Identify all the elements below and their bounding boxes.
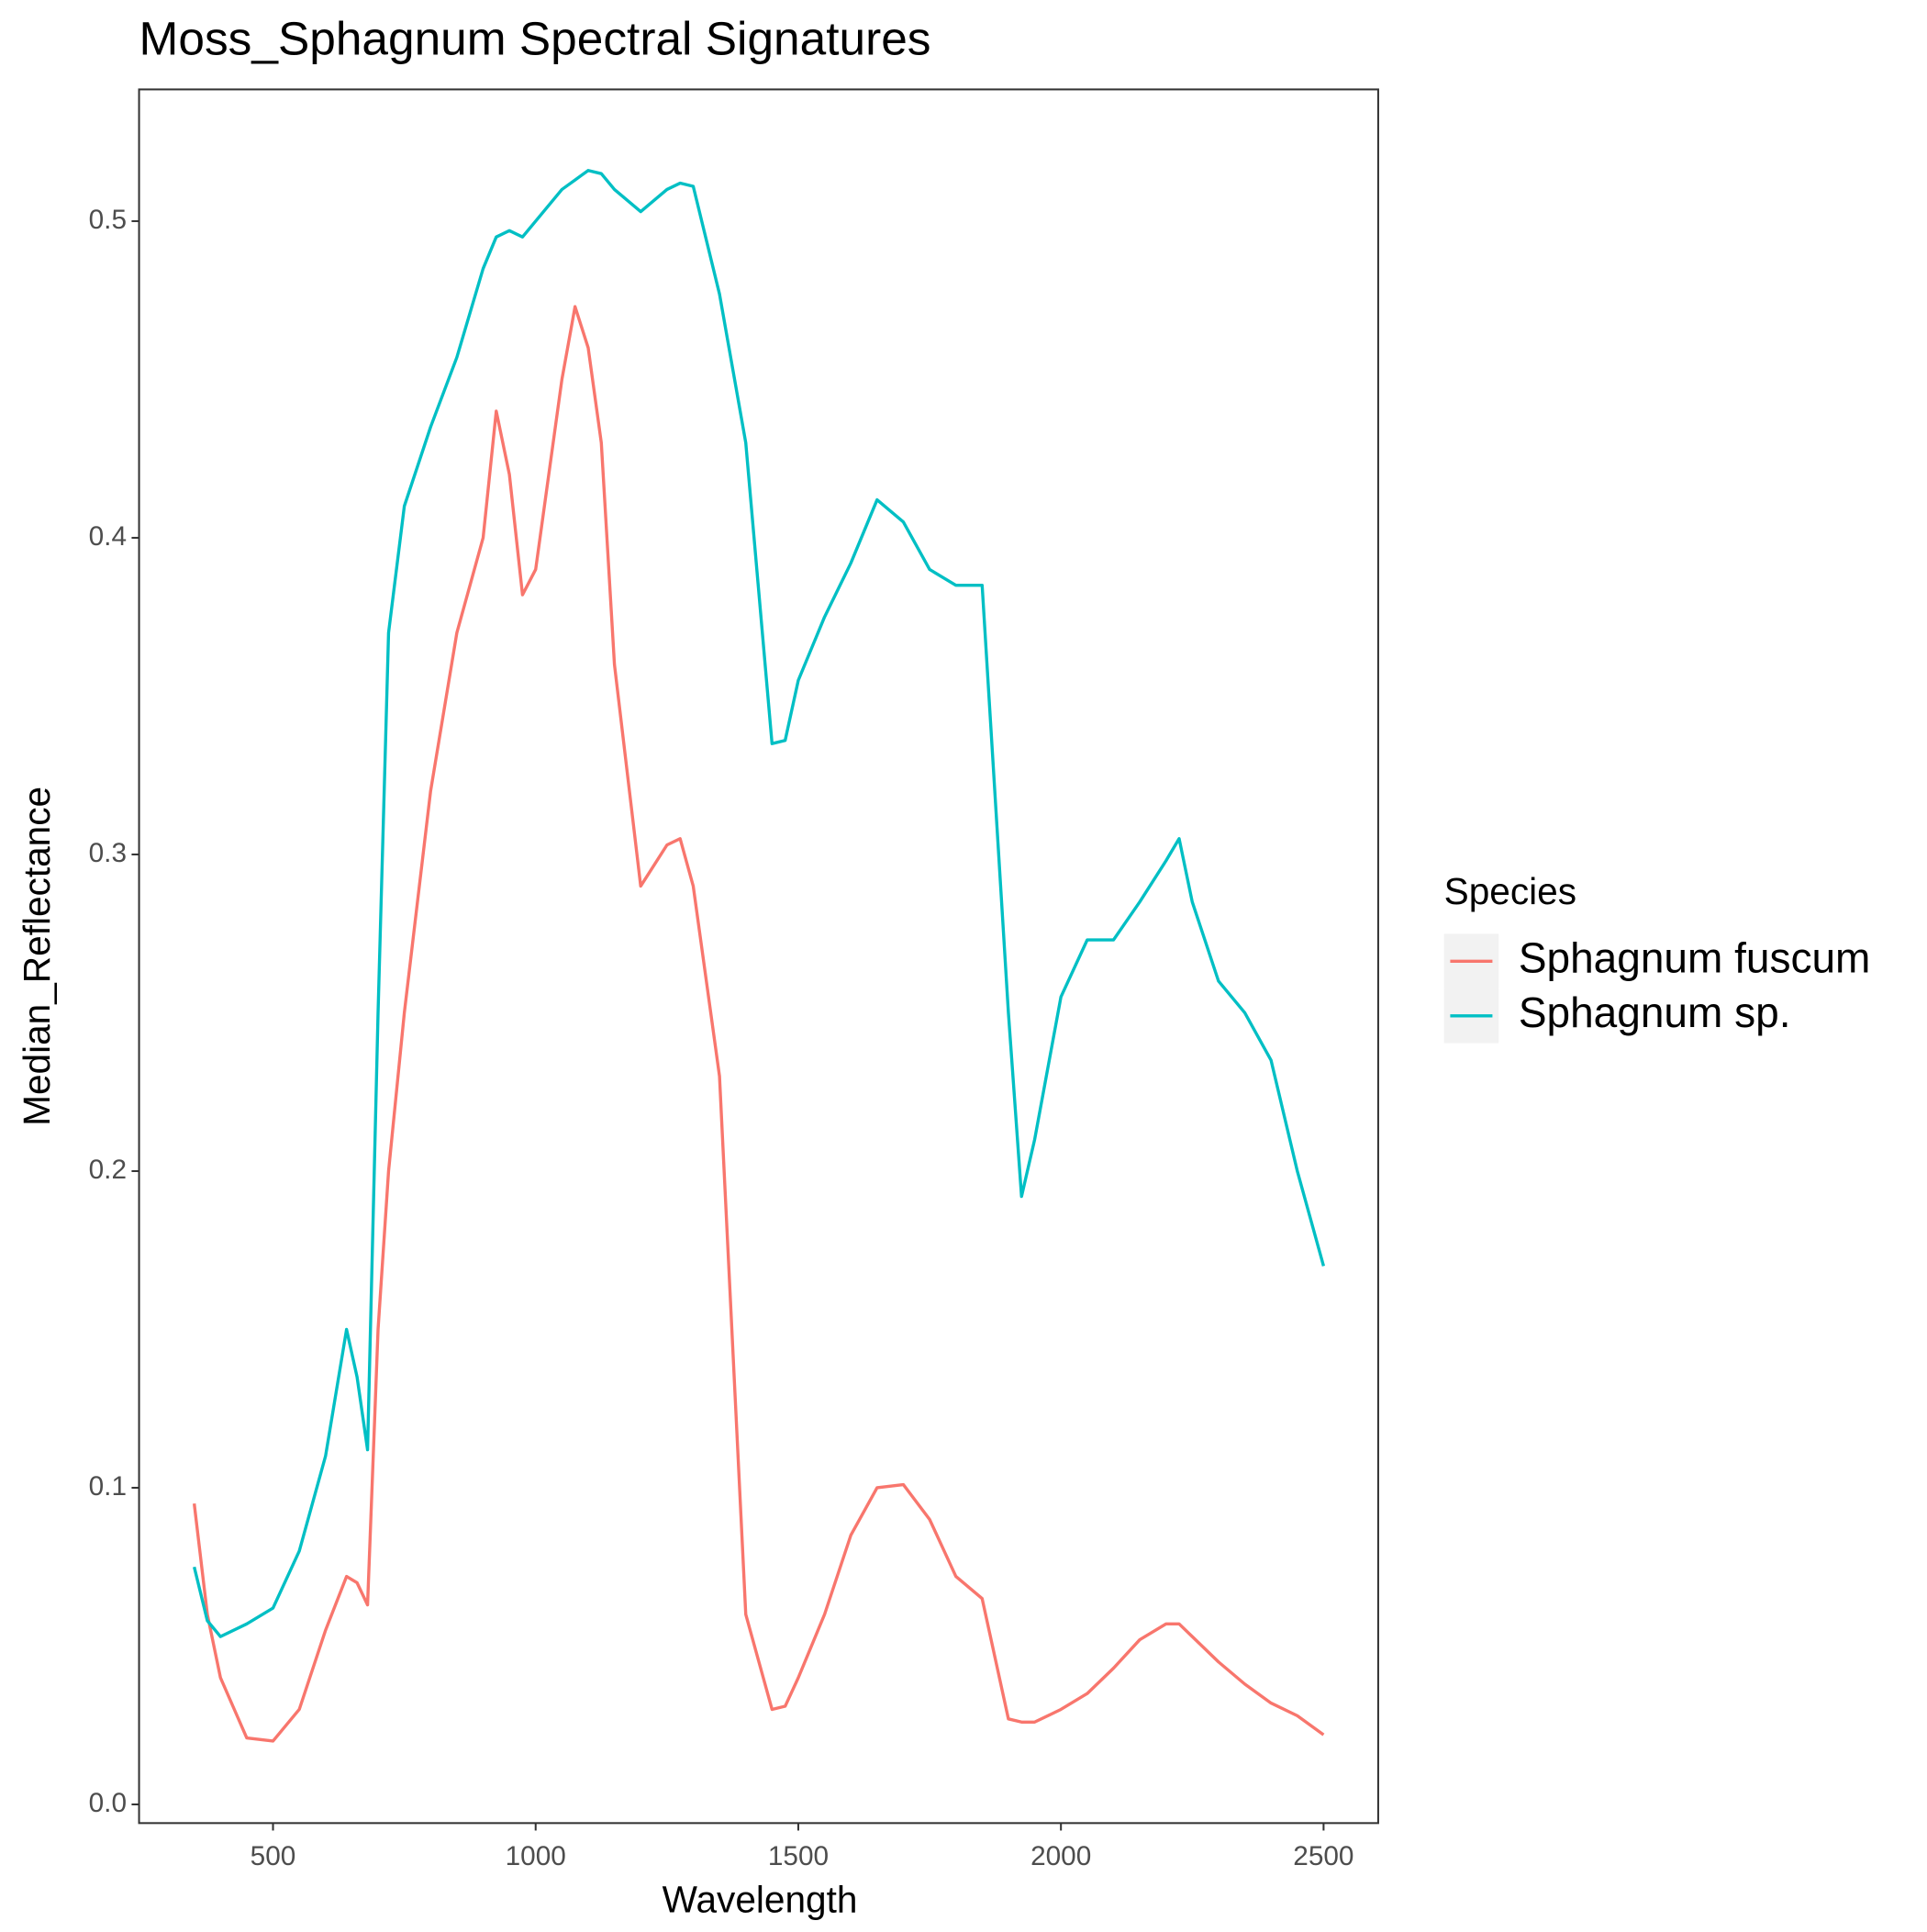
x-tick-label: 2000: [1030, 1841, 1091, 1871]
y-tick-label: 0.5: [89, 205, 127, 235]
y-axis-title: Median_Reflectance: [16, 787, 58, 1126]
chart-title: Moss_Sphagnum Spectral Signatures: [139, 12, 931, 65]
panel-border: [138, 88, 1379, 1825]
legend-title: Species: [1444, 870, 1576, 912]
x-tick-label: 500: [251, 1841, 296, 1871]
y-tick-label: 0.1: [89, 1471, 127, 1502]
y-tick-label: 0.3: [89, 838, 127, 868]
legend-label: Sphagnum sp.: [1519, 988, 1791, 1036]
y-tick-label: 0.2: [89, 1155, 127, 1185]
x-tick-label: 2500: [1293, 1841, 1353, 1871]
legend-label: Sphagnum fuscum: [1519, 933, 1871, 981]
y-tick-label: 0.0: [89, 1788, 127, 1818]
series-line: [193, 169, 1326, 1638]
series-line: [192, 305, 1325, 1743]
x-tick-label: 1500: [768, 1841, 829, 1871]
x-axis-title: Wavelength: [663, 1879, 858, 1921]
y-tick-label: 0.4: [89, 521, 127, 552]
x-tick-label: 1000: [506, 1841, 566, 1871]
